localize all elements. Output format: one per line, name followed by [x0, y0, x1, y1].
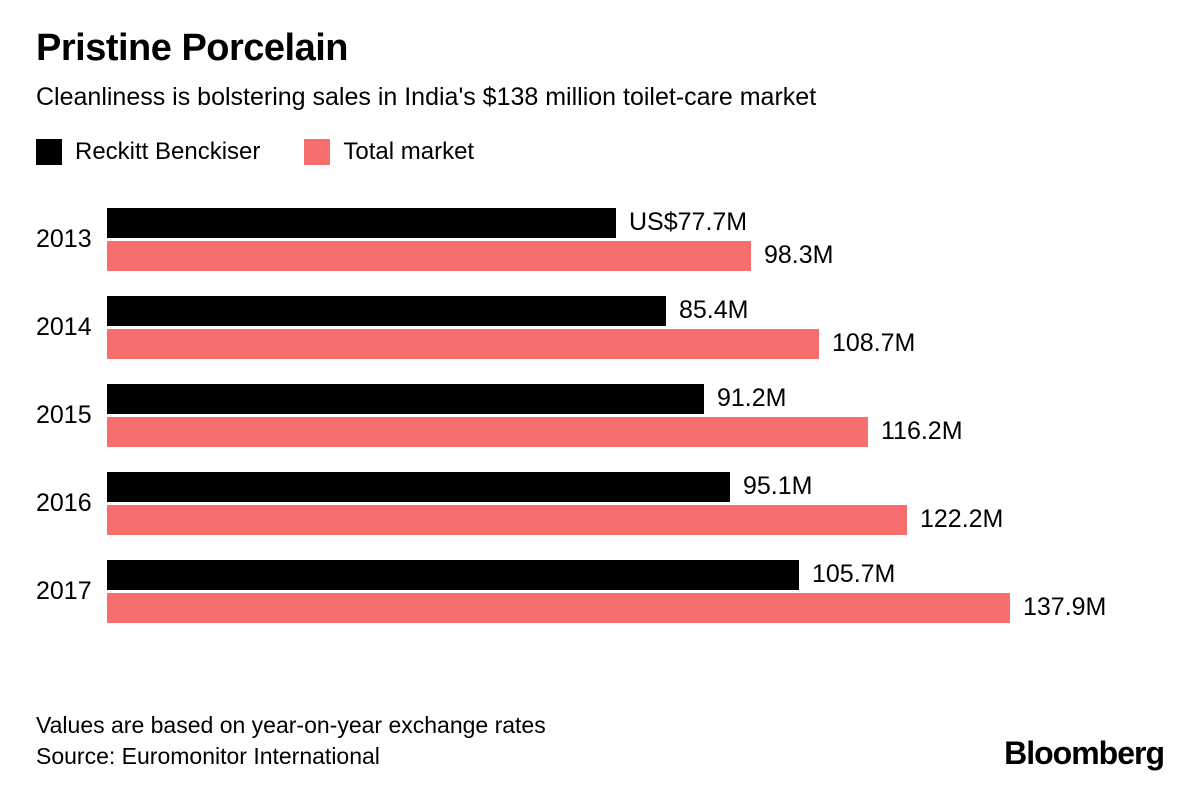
bar-reckitt-benckiser-2017	[107, 559, 799, 590]
value-label-reckitt-benckiser-2014: 85.4M	[679, 296, 749, 325]
source-line: Source: Euromonitor International	[36, 742, 380, 769]
chart-footer: Values are based on year-on-year exchang…	[36, 710, 1165, 772]
bar-total-market-2016	[107, 504, 907, 535]
bar-total-market-2015	[107, 416, 868, 447]
legend-swatch-total-market	[304, 138, 331, 165]
value-label-reckitt-benckiser-2015: 91.2M	[717, 384, 787, 413]
chart-row-2013: 2013 US$77.7M 98.3M	[36, 207, 1164, 271]
value-label-total-market-2016: 122.2M	[920, 505, 1004, 534]
value-label-reckitt-benckiser-2016: 95.1M	[743, 472, 813, 501]
year-tick-label: 2017	[36, 576, 92, 605]
bar-line-reckitt-benckiser: 91.2M	[107, 383, 1164, 414]
bar-line-total-market: 116.2M	[107, 416, 1164, 447]
legend-swatch-reckitt-benckiser	[36, 138, 62, 165]
bar-reckitt-benckiser-2013	[107, 207, 616, 238]
bar-reckitt-benckiser-2016	[107, 471, 730, 502]
bloomberg-logo: Bloomberg	[1004, 735, 1165, 771]
chart-row-2014: 2014 85.4M 108.7M	[36, 295, 1164, 359]
year-tick-label: 2014	[36, 312, 92, 341]
bar-line-reckitt-benckiser: 85.4M	[107, 295, 1164, 326]
year-tick-label: 2015	[36, 400, 92, 429]
legend-item-reckitt-benckiser: Reckitt Benckiser	[36, 138, 260, 166]
bar-total-market-2017	[107, 592, 1010, 623]
chart-subtitle: Cleanliness is bolstering sales in India…	[36, 82, 817, 111]
bar-line-total-market: 108.7M	[107, 328, 1164, 359]
bar-line-total-market: 122.2M	[107, 504, 1164, 535]
chart-title: Pristine Porcelain	[36, 27, 349, 69]
year-tick-label: 2016	[36, 488, 92, 517]
chart-row-2016: 2016 95.1M 122.2M	[36, 471, 1164, 535]
bar-line-reckitt-benckiser: 95.1M	[107, 471, 1164, 502]
value-label-total-market-2014: 108.7M	[832, 329, 916, 358]
bar-group-2016: 95.1M 122.2M	[107, 471, 1164, 535]
bar-group-2013: US$77.7M 98.3M	[107, 207, 1164, 271]
value-label-reckitt-benckiser-2013: US$77.7M	[629, 208, 748, 237]
bar-reckitt-benckiser-2014	[107, 295, 666, 326]
bar-group-2017: 105.7M 137.9M	[107, 559, 1164, 623]
bar-reckitt-benckiser-2015	[107, 383, 704, 414]
chart-row-2017: 2017 105.7M 137.9M	[36, 559, 1164, 623]
value-label-total-market-2013: 98.3M	[764, 241, 834, 270]
legend-item-total-market: Total market	[304, 138, 474, 166]
bar-line-reckitt-benckiser: 105.7M	[107, 559, 1164, 590]
bar-line-total-market: 137.9M	[107, 592, 1164, 623]
footnote: Values are based on year-on-year exchang…	[36, 711, 546, 738]
legend-label: Total market	[343, 137, 475, 165]
bar-total-market-2013	[107, 240, 751, 271]
legend-label: Reckitt Benckiser	[75, 137, 261, 165]
bar-line-reckitt-benckiser: US$77.7M	[107, 207, 1164, 238]
bar-chart: 2013 US$77.7M 98.3M 2014 85.4M 108.7M 2015 91.2…	[36, 207, 1164, 623]
bar-group-2015: 91.2M 116.2M	[107, 383, 1164, 447]
bar-group-2014: 85.4M 108.7M	[107, 295, 1164, 359]
value-label-total-market-2015: 116.2M	[881, 417, 963, 446]
bar-line-total-market: 98.3M	[107, 240, 1164, 271]
legend: Reckitt Benckiser Total market	[36, 138, 1164, 166]
chart-row-2015: 2015 91.2M 116.2M	[36, 383, 1164, 447]
bar-total-market-2014	[107, 328, 819, 359]
year-tick-label: 2013	[36, 224, 92, 253]
value-label-reckitt-benckiser-2017: 105.7M	[812, 560, 896, 589]
value-label-total-market-2017: 137.9M	[1023, 593, 1107, 622]
footer-text: Values are based on year-on-year exchang…	[36, 710, 546, 772]
